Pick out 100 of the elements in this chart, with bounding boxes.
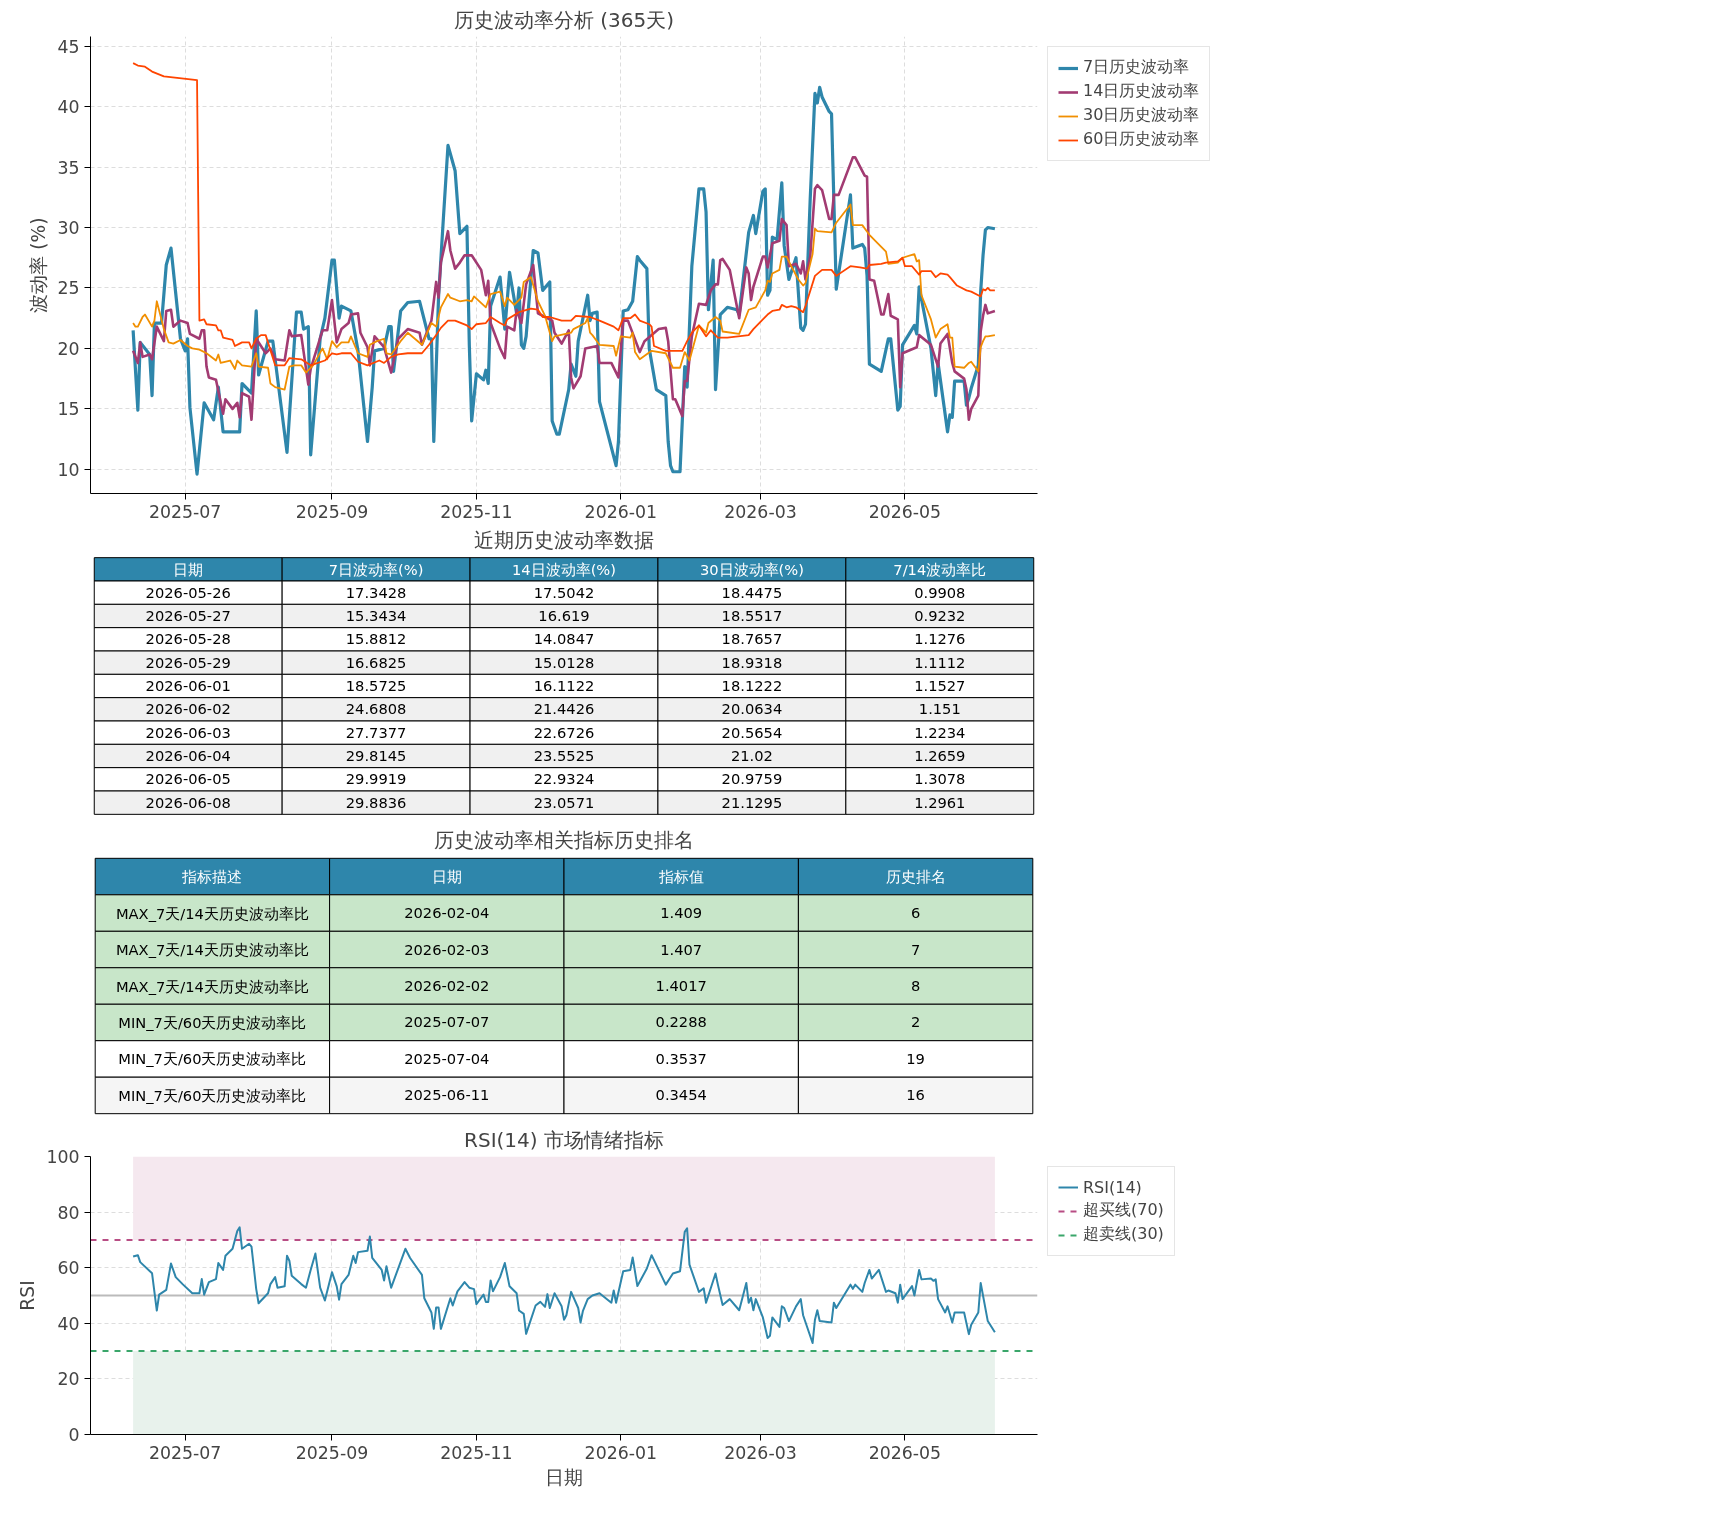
- legend-label: 7日历史波动率: [1083, 57, 1190, 78]
- category-label: 历史排名: [885, 868, 946, 886]
- text: 21.1295: [721, 793, 783, 811]
- text: 8: [910, 977, 921, 994]
- text: MIN_7天/60天历史波动率比: [118, 1086, 307, 1104]
- y-tick-label: 80: [57, 1202, 80, 1223]
- y-tick-label: 20: [57, 338, 80, 359]
- text: 2026-05-28: [145, 630, 231, 648]
- y-tick-label: 30: [57, 218, 80, 239]
- x-tick-label: 2026-05: [868, 501, 942, 522]
- text: 6: [910, 904, 921, 922]
- legend-label: 60日历史波动率: [1083, 129, 1200, 150]
- text: 24.6808: [345, 700, 407, 718]
- category-label: 日期: [173, 560, 204, 578]
- text: 1.3078: [914, 770, 966, 788]
- text: 2026-05-27: [145, 607, 231, 624]
- line-series: [132, 203, 996, 391]
- category-label: 14日波动率(%): [511, 560, 617, 578]
- text: 17.5042: [533, 583, 595, 601]
- category-label: 指标值: [657, 868, 704, 886]
- text: 16.6825: [345, 653, 407, 671]
- text: 0.2288: [655, 1013, 707, 1031]
- y-tick-label: 35: [57, 157, 80, 178]
- text: 0.9232: [914, 607, 966, 624]
- text: 近期历史波动率数据: [474, 527, 654, 552]
- x-tick-label: 2026-01: [584, 501, 658, 522]
- y-tick-label: 20: [57, 1369, 80, 1390]
- x-tick-label: 2025-09: [295, 1442, 369, 1463]
- text: 1.407: [660, 940, 703, 958]
- line-series: [131, 156, 997, 422]
- x-tick-label: 2026-05: [868, 1442, 942, 1463]
- text: 21.4426: [533, 700, 595, 718]
- text: 0.3537: [655, 1049, 707, 1067]
- x-tick-label: 2025-11: [440, 1442, 513, 1463]
- text: 2025-07-07: [404, 1013, 490, 1031]
- x-tick-label: 2025-07: [149, 1442, 222, 1463]
- text: 1.4017: [655, 977, 707, 994]
- legend-label: 超卖线(30): [1083, 1224, 1164, 1245]
- line-series: [132, 62, 996, 367]
- text: 1.1112: [914, 653, 966, 671]
- legend-label: 30日历史波动率: [1083, 105, 1200, 126]
- y-tick-label: 100: [46, 1147, 80, 1167]
- legend-label: 超买线(70): [1083, 1200, 1164, 1221]
- text: 2026-02-02: [404, 977, 490, 994]
- text: 20.5654: [721, 723, 783, 741]
- x-tick-label: 2026-01: [584, 1442, 658, 1463]
- text: MIN_7天/60天历史波动率比: [118, 1050, 307, 1068]
- legend-label: 14日历史波动率: [1083, 81, 1200, 102]
- text: 18.7657: [721, 630, 783, 648]
- y-tick-label: 15: [57, 399, 80, 420]
- text: 2026-05-26: [145, 583, 231, 601]
- text: 15.0128: [533, 653, 595, 671]
- category-label: 7/14波动率比: [893, 560, 987, 578]
- y-tick-label: 60: [57, 1258, 80, 1279]
- text: 16: [906, 1086, 925, 1104]
- text: 1.2234: [914, 723, 966, 741]
- text: 16.619: [538, 607, 590, 624]
- text: 2025-07-04: [404, 1049, 490, 1067]
- chart-title: RSI(14) 市场情绪指标: [464, 1127, 664, 1152]
- y-axis-title: 波动率 (%): [28, 217, 50, 313]
- text: 2026-02-03: [404, 940, 490, 958]
- text: 2026-06-08: [145, 793, 231, 811]
- chart-title: 历史波动率分析 (365天): [453, 7, 675, 32]
- text: 1.2961: [914, 793, 966, 811]
- text: 17.3428: [345, 583, 407, 601]
- text: 0.9908: [914, 583, 966, 601]
- text: 2026-06-01: [145, 677, 231, 694]
- text: 18.4475: [721, 583, 783, 601]
- text: 2026-06-02: [145, 700, 231, 718]
- text: 1.409: [660, 904, 703, 922]
- text: 16.1122: [533, 677, 595, 694]
- y-tick-label: 40: [57, 97, 80, 118]
- text: 22.9324: [533, 770, 595, 788]
- y-tick-label: 40: [57, 1313, 80, 1334]
- legend-label: RSI(14): [1083, 1177, 1142, 1197]
- line-series: [132, 1226, 996, 1345]
- text: 29.8836: [345, 793, 407, 811]
- category-label: 30日波动率(%): [699, 560, 804, 578]
- y-tick-label: 45: [57, 36, 80, 57]
- text: 18.1222: [721, 677, 783, 694]
- text: 1.151: [918, 700, 961, 718]
- text: MAX_7天/14天历史波动率比: [115, 904, 309, 922]
- x-tick-label: 2025-11: [440, 501, 513, 522]
- category-label: 7日波动率(%): [328, 560, 424, 578]
- text: 1.2659: [914, 747, 966, 764]
- text: MIN_7天/60天历史波动率比: [118, 1013, 307, 1031]
- category-label: 日期: [431, 868, 462, 886]
- text: 23.5525: [533, 747, 595, 764]
- y-tick-label: 25: [57, 278, 80, 299]
- text: 18.5517: [721, 607, 783, 624]
- text: 2026-06-03: [145, 723, 231, 741]
- x-axis-title: 日期: [545, 1466, 583, 1488]
- text: 18.9318: [721, 653, 783, 671]
- y-tick-label: 0: [68, 1425, 80, 1445]
- text: 20.9759: [721, 770, 783, 788]
- category-label: 指标描述: [181, 868, 243, 886]
- text: 0.3454: [655, 1086, 707, 1104]
- y-axis-title: RSI: [17, 1280, 39, 1311]
- text: 2025-06-11: [404, 1086, 490, 1104]
- x-tick-label: 2025-07: [149, 501, 222, 522]
